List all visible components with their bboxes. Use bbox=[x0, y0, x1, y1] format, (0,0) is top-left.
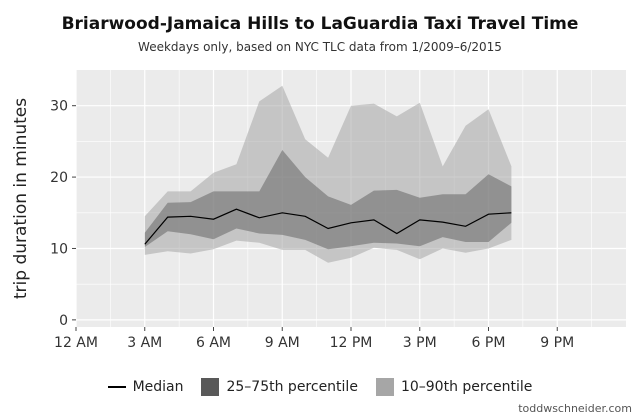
x-tick-label: 3 AM bbox=[127, 335, 162, 351]
y-axis-label: trip duration in minutes bbox=[11, 98, 31, 299]
y-tick-label: 10 bbox=[50, 241, 68, 257]
x-tick-label: 12 AM bbox=[54, 335, 98, 351]
chart-subtitle: Weekdays only, based on NYC TLC data fro… bbox=[138, 40, 502, 54]
legend-key-10-90 bbox=[375, 378, 394, 396]
legend-label-10-90: 10–90th percentile bbox=[400, 379, 533, 395]
legend-label-25-75: 25–75th percentile bbox=[226, 379, 358, 395]
median-line bbox=[144, 208, 512, 245]
x-tick-label: 6 PM bbox=[472, 335, 506, 351]
legend-item-median: Median bbox=[107, 379, 184, 395]
y-tick-label: 0 bbox=[59, 313, 68, 329]
x-tick-label: 9 PM bbox=[540, 335, 574, 351]
y-tick-label: 30 bbox=[50, 99, 68, 115]
credit-text: toddwschneider.com bbox=[518, 402, 632, 415]
legend-item-10-90: 10–90th percentile bbox=[375, 378, 533, 396]
x-tick-label: 6 AM bbox=[196, 335, 231, 351]
legend-label-median: Median bbox=[132, 379, 184, 395]
band-25-75-percentile bbox=[144, 150, 512, 250]
legend-key-25-75 bbox=[201, 378, 220, 396]
chart-title: Briarwood-Jamaica Hills to LaGuardia Tax… bbox=[61, 14, 579, 34]
x-tick-label: 9 AM bbox=[265, 335, 300, 351]
chart-legend: Median 25–75th percentile 10–90th percen… bbox=[0, 378, 640, 396]
legend-item-25-75: 25–75th percentile bbox=[201, 378, 358, 396]
y-tick-label: 20 bbox=[50, 170, 68, 186]
x-tick-label: 3 PM bbox=[403, 335, 437, 351]
legend-key-median bbox=[107, 386, 126, 388]
x-tick-label: 12 PM bbox=[330, 335, 373, 351]
